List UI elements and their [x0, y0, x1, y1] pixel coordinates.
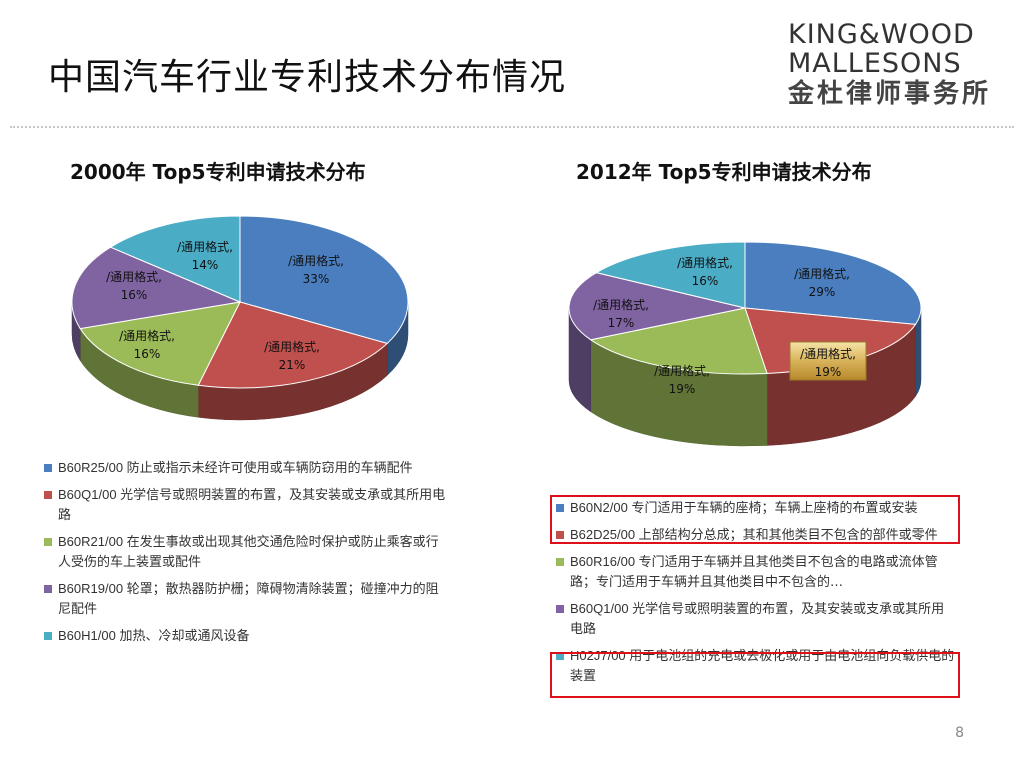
legend-code: B60N2/00 — [570, 500, 632, 515]
legend-item: B60N2/00 专门适用于车辆的座椅；车辆上座椅的布置或安装 — [556, 498, 956, 519]
legend-code: B60Q1/00 — [58, 487, 121, 502]
data-label-text: /通用格式, — [593, 297, 649, 312]
pie-slice-3 — [568, 272, 746, 341]
legend-item: B62D25/00 上部结构分总成；其和其他类目不包含的部件或零件 — [556, 525, 956, 546]
data-label-value: 21% — [279, 358, 306, 372]
data-label-value: 16% — [134, 347, 161, 361]
logo-line-1: KING&WOOD — [788, 19, 975, 50]
legend-text: 光学信号或照明装置的布置，及其安装或支承或其所用电路 — [570, 602, 945, 637]
legend-swatch — [556, 652, 564, 660]
page-number: 8 — [955, 725, 964, 741]
logo-line-3: 金杜律师事务所 — [788, 79, 992, 109]
data-label-value: 16% — [121, 288, 148, 302]
slide-title: 中国汽车行业专利技术分布情况 — [48, 57, 567, 98]
data-label-text: /通用格式, — [177, 239, 233, 254]
company-logo: KING&WOOD MALLESONS 金杜律师事务所 — [788, 20, 998, 110]
legend-item: B60R21/00 在发生事故或出现其他交通危险时保护或防止乘客或行人受伤的车上… — [44, 532, 449, 573]
data-label-value: 14% — [192, 258, 219, 272]
pie-slice-2 — [589, 307, 768, 375]
legend-code: B60R19/00 — [58, 581, 127, 596]
legend-text: 光学信号或照明装置的布置，及其安装或支承或其所用电路 — [58, 488, 446, 523]
data-label-text: /通用格式, — [794, 266, 850, 281]
legend-text: 在发生事故或出现其他交通危险时保护或防止乘客或行人受伤的车上装置或配件 — [58, 535, 439, 570]
data-label-text: /通用格式, — [106, 269, 162, 284]
data-label-value: 33% — [303, 272, 330, 286]
legend-code: H02J7/00 — [570, 648, 630, 663]
data-label-value: 19% — [669, 382, 696, 396]
legend-swatch — [44, 464, 52, 472]
legend-item: B60H1/00 加热、冷却或通风设备 — [44, 626, 449, 647]
legend-code: B60R16/00 — [570, 554, 639, 569]
pie-slice-2 — [79, 301, 241, 386]
pie-slice-0 — [744, 241, 922, 325]
pie-slice-0 — [239, 215, 409, 344]
data-label-value: 29% — [809, 285, 836, 299]
legend-item: B60Q1/00 光学信号或照明装置的布置，及其安装或支承或其所用电路 — [556, 599, 956, 640]
chart-title-2000: 2000年 Top5专利申请技术分布 — [70, 160, 366, 184]
legend-text: 专门适用于车辆的座椅；车辆上座椅的布置或安装 — [631, 501, 918, 516]
highlight-box-h02j7 — [550, 652, 960, 698]
data-label-value: 17% — [608, 316, 635, 330]
data-label-text: /通用格式, — [677, 255, 733, 270]
pie-slice-1 — [197, 301, 389, 389]
legend-swatch — [44, 585, 52, 593]
pie-slice-4 — [109, 215, 241, 303]
pie-chart-2000: /通用格式, 33% /通用格式, 21% /通用格式, 16% /通用格式, 16% /通用格… — [71, 215, 409, 421]
chart-title-2012: 2012年 Top5专利申请技术分布 — [576, 160, 872, 184]
legend-code: B60H1/00 — [58, 628, 120, 643]
legend-item: B60R16/00 专门适用于车辆并且其他类目不包含的电路或流体管路；专门适用于… — [556, 552, 956, 593]
legend-swatch — [44, 632, 52, 640]
data-label-value: 16% — [692, 274, 719, 288]
legend-text: 防止或指示未经许可使用或车辆防窃用的车辆配件 — [126, 461, 413, 476]
legend-item: B60R25/00 防止或指示未经许可使用或车辆防窃用的车辆配件 — [44, 458, 449, 479]
data-label-text: /通用格式, — [119, 328, 175, 343]
legend-swatch — [556, 531, 564, 539]
legend-swatch — [44, 491, 52, 499]
logo-line-2: MALLESONS — [788, 48, 962, 79]
legend-text: 上部结构分总成；其和其他类目不包含的部件或零件 — [638, 528, 938, 543]
pie-slice-3 — [71, 246, 242, 330]
data-label-value: 19% — [815, 365, 842, 379]
legend-code: B60Q1/00 — [570, 601, 633, 616]
legend-swatch — [44, 538, 52, 546]
legend-text: 轮罩；散热器防护栅；障碍物清除装置；碰撞冲力的阻尼配件 — [58, 582, 439, 617]
legend-swatch — [556, 558, 564, 566]
legend-swatch — [556, 504, 564, 512]
pie-chart-2012: /通用格式, 29% /通用格式, 19% /通用格式, 19% /通用格式, 17% /通用格… — [568, 241, 922, 447]
legend-code: B60R21/00 — [58, 534, 127, 549]
legend-text: 专门适用于车辆并且其他类目不包含的电路或流体管路；专门适用于车辆并且其他类目中不… — [570, 555, 938, 590]
data-label-text: /通用格式, — [800, 346, 856, 361]
legend-text: 加热、冷却或通风设备 — [119, 629, 250, 644]
legend-code: B60R25/00 — [58, 460, 127, 475]
legend-2000: B60R25/00 防止或指示未经许可使用或车辆防窃用的车辆配件 B60Q1/00… — [44, 458, 449, 653]
data-label-box — [789, 341, 867, 381]
legend-swatch — [556, 605, 564, 613]
title-divider — [10, 126, 1014, 128]
pie-slice-4 — [595, 241, 746, 309]
legend-code: B62D25/00 — [570, 527, 639, 542]
data-label-text: /通用格式, — [264, 339, 320, 354]
legend-item: B60R19/00 轮罩；散热器防护栅；障碍物清除装置；碰撞冲力的阻尼配件 — [44, 579, 449, 620]
highlight-box-b60n2 — [550, 495, 960, 544]
legend-item: B60Q1/00 光学信号或照明装置的布置，及其安装或支承或其所用电路 — [44, 485, 449, 526]
data-label-text: /通用格式, — [288, 253, 344, 268]
data-label-text: /通用格式, — [654, 363, 710, 378]
